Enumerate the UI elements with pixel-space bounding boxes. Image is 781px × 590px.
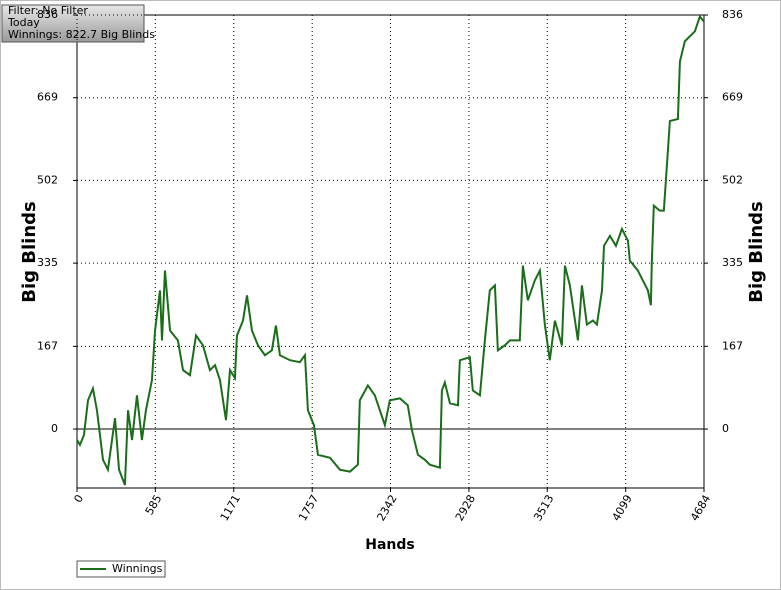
y-tick-label: 502 [37,173,58,186]
legend-label: Winnings [112,562,163,575]
x-axis-label: Hands [365,537,415,553]
y-tick-label: 669 [37,91,58,104]
y2-tick-label: 669 [722,91,743,104]
y2-tick-label: 335 [722,256,743,269]
info-line: Winnings: 822.7 Big Blinds [8,28,155,41]
info-box-frame [1,4,145,43]
y-tick-label: 0 [51,422,58,435]
y-tick-label: 167 [37,339,58,352]
y2-tick-label: 0 [722,422,729,435]
y-axis-label: Big Blinds [19,201,40,303]
legend-box [76,560,166,578]
y-tick-label: 836 [37,8,58,21]
y2-tick-label: 502 [722,173,743,186]
y2-tick-label: 836 [722,8,743,21]
info-line: Filter: No Filter [8,4,88,17]
y-tick-label: 335 [37,256,58,269]
y2-axis-label: Big Blinds [746,201,767,303]
info-line: Today [7,16,40,29]
y2-tick-label: 167 [722,339,743,352]
series-line [76,14,705,486]
